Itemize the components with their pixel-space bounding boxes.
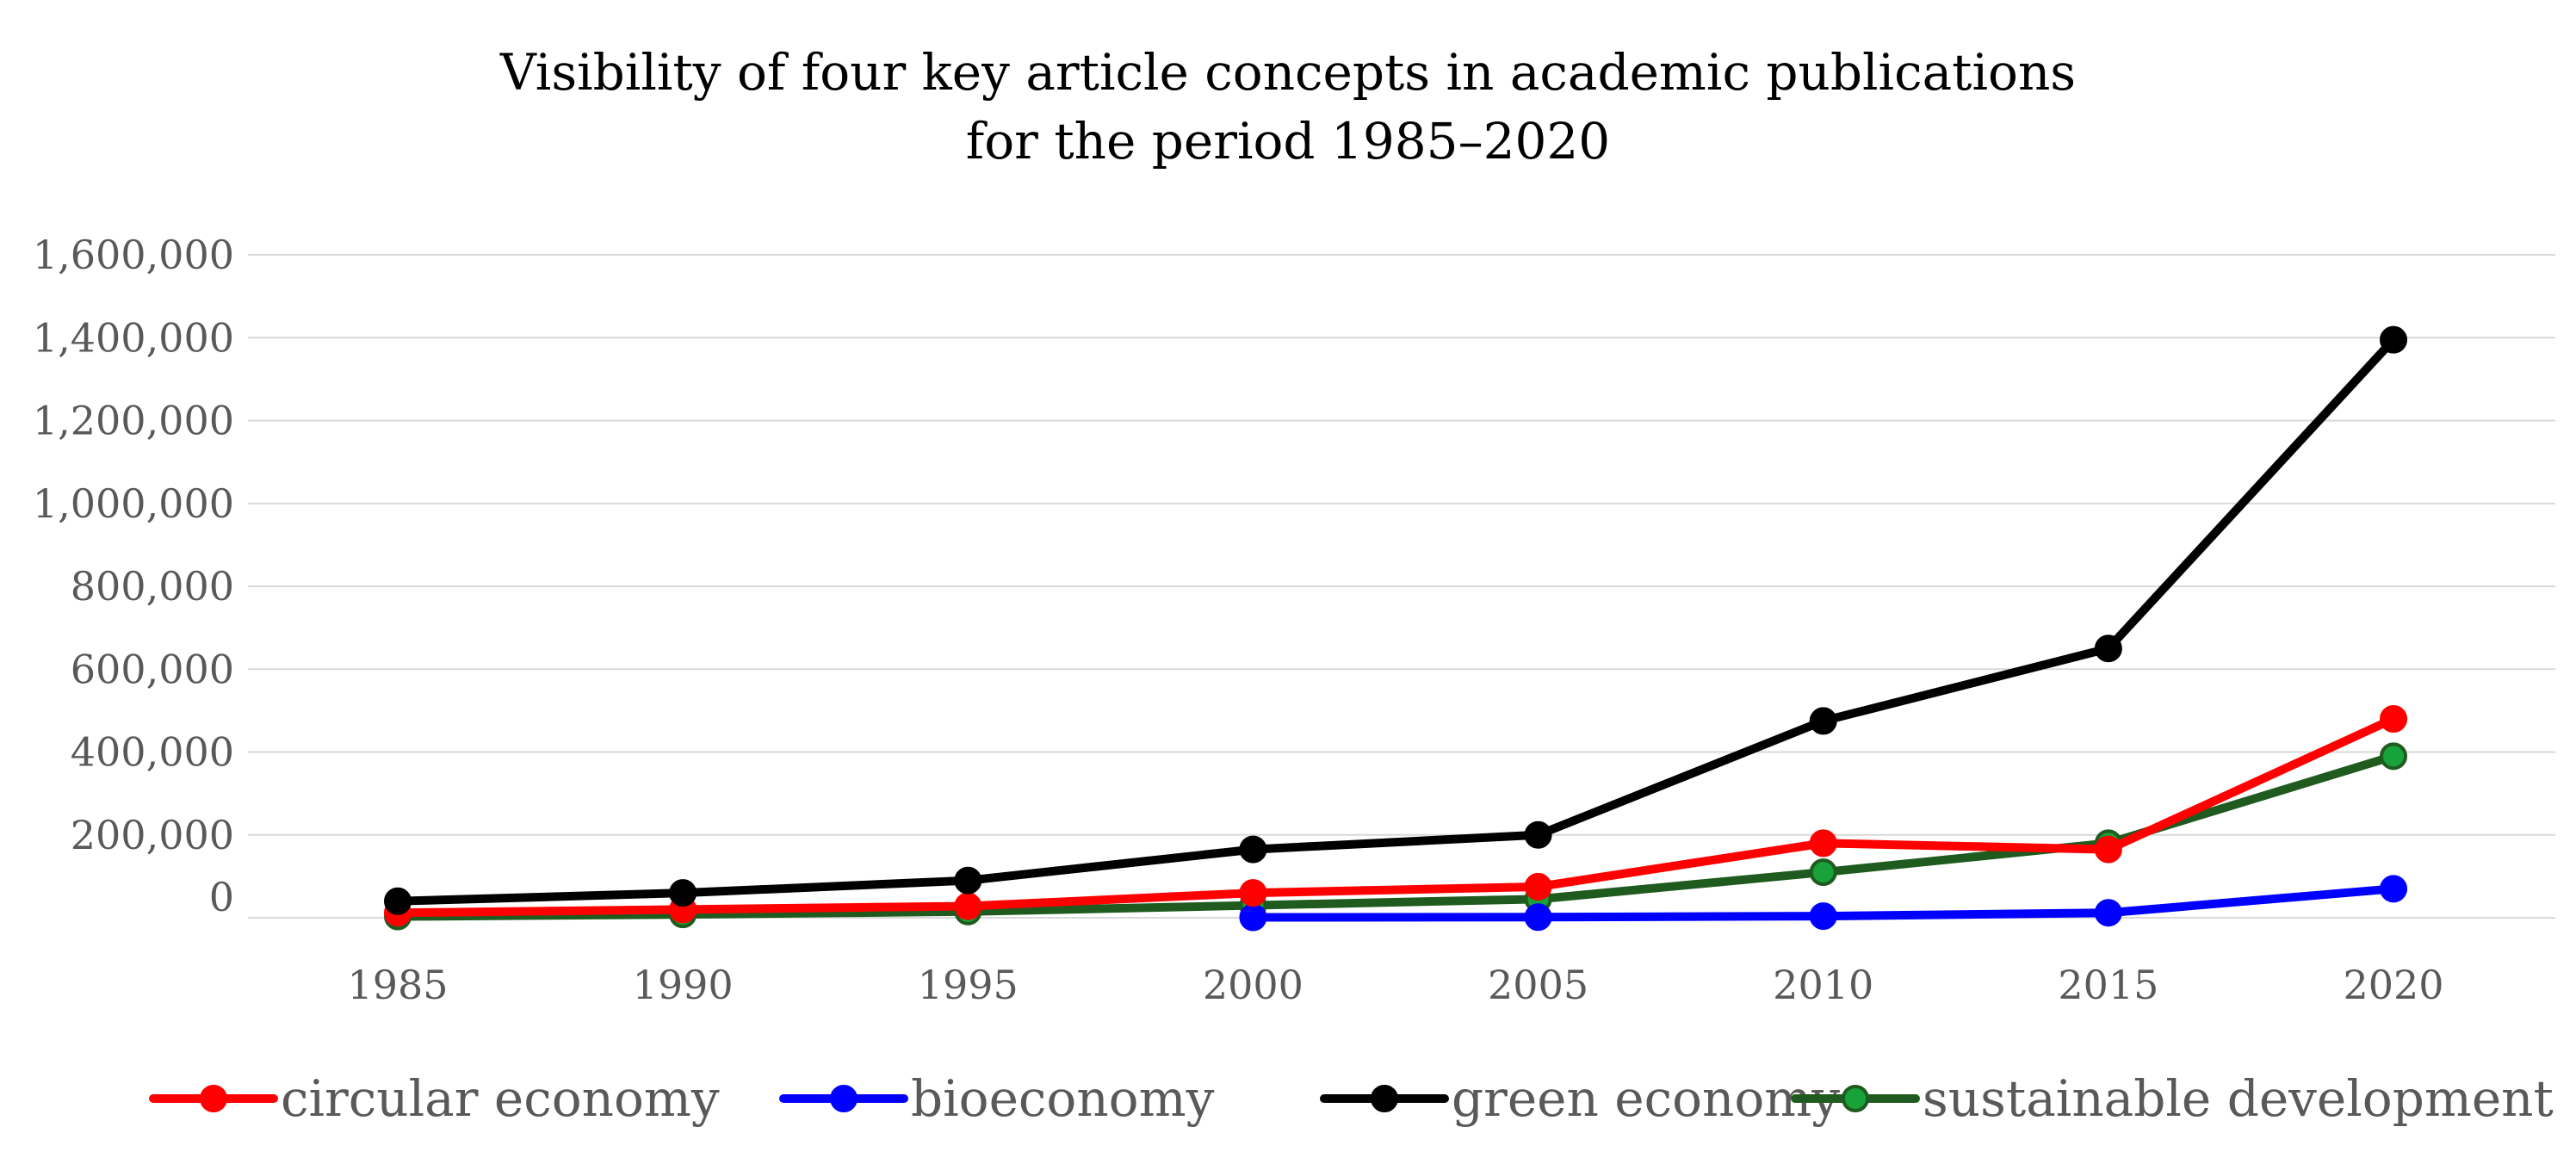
x-tick-label: 2005 — [1488, 962, 1588, 1008]
x-tick-label: 1990 — [633, 962, 734, 1008]
legend-label: circular economy — [281, 1069, 720, 1128]
series-green-economy — [384, 325, 2407, 915]
series-circular-economy — [384, 705, 2407, 927]
data-point — [2094, 835, 2122, 864]
y-tick-label: 600,000 — [71, 646, 234, 692]
legend: circular economy bioeconomy green economy s… — [149, 1069, 2554, 1128]
chart-title: Visibility of four key article concepts … — [499, 43, 2076, 102]
data-point — [1809, 829, 1837, 858]
data-point — [384, 887, 412, 915]
x-tick-label: 1995 — [918, 962, 1019, 1008]
x-tick-label: 1985 — [347, 962, 448, 1008]
series-line — [393, 715, 2398, 918]
legend-item: bioeconomy — [779, 1069, 1215, 1128]
x-tick-label: 2000 — [1203, 962, 1303, 1008]
y-tick-label: 800,000 — [71, 563, 234, 610]
data-point — [1809, 902, 1837, 931]
x-tick-label: 2010 — [1773, 962, 1873, 1008]
y-tick-label: 0 — [209, 874, 234, 920]
series-bioeconomy — [1239, 875, 2407, 932]
legend-swatch-marker — [200, 1085, 227, 1112]
y-tick-label: 1,000,000 — [33, 480, 234, 527]
legend-item: circular economy — [149, 1069, 720, 1128]
legend-swatch-marker — [1371, 1085, 1398, 1112]
y-tick-label: 1,400,000 — [33, 314, 234, 361]
legend-label: green economy — [1452, 1069, 1840, 1128]
data-point — [1239, 879, 1267, 907]
data-point — [1809, 707, 1837, 735]
data-point — [2380, 875, 2407, 903]
legend-swatch-marker — [1842, 1085, 1869, 1112]
data-point — [2380, 325, 2407, 354]
data-point — [954, 866, 982, 895]
chart-subtitle: for the period 1985–2020 — [966, 112, 1610, 170]
data-point — [2094, 899, 2122, 927]
data-point — [1524, 872, 1552, 901]
data-point — [2380, 705, 2407, 733]
data-point — [1809, 858, 1837, 887]
x-tick-label: 2015 — [2058, 962, 2158, 1008]
legend-label: sustainable development — [1923, 1069, 2554, 1128]
data-point — [1239, 835, 1267, 864]
y-tick-label: 200,000 — [71, 812, 234, 858]
series-line — [393, 335, 2398, 906]
data-point — [1524, 820, 1552, 849]
legend-item: sustainable development — [1791, 1069, 2554, 1128]
y-tick-labels: 0 200,000 400,000 600,000 800,000 1,000,000 1,… — [33, 232, 234, 920]
legend-swatch-marker — [830, 1085, 858, 1112]
data-point — [954, 892, 982, 920]
data-point — [2094, 635, 2122, 663]
legend-item: green economy — [1320, 1069, 1840, 1128]
gridlines — [248, 254, 2555, 836]
y-tick-label: 1,600,000 — [33, 232, 234, 278]
series-lines — [384, 325, 2407, 932]
data-point — [1239, 903, 1267, 932]
x-tick-label: 2020 — [2343, 962, 2443, 1008]
x-tick-labels: 1985 1990 1995 2000 2005 2010 2015 2020 — [347, 962, 2443, 1008]
y-tick-label: 1,200,000 — [33, 398, 234, 444]
data-point — [1524, 903, 1552, 932]
legend-label: bioeconomy — [911, 1069, 1215, 1128]
y-tick-label: 400,000 — [71, 729, 234, 776]
data-point — [669, 879, 697, 907]
data-point — [2380, 742, 2407, 771]
